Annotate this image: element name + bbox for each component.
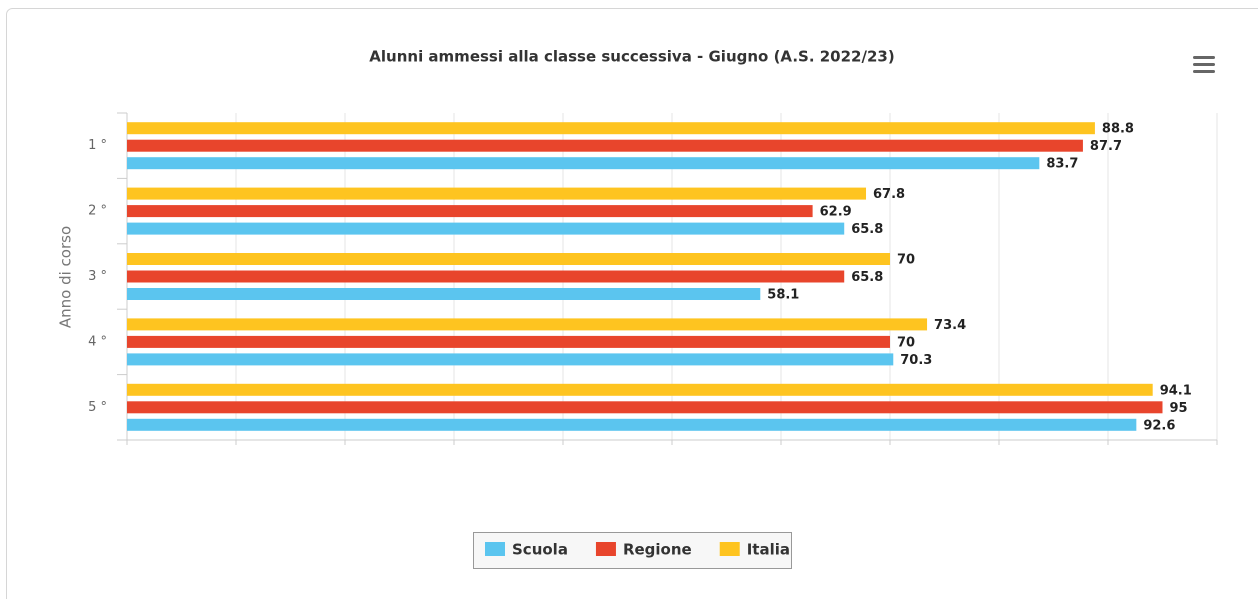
bar: [127, 318, 928, 331]
y-tick-label: 3 °: [88, 269, 107, 284]
legend-swatch[interactable]: [485, 542, 505, 556]
y-tick-label: 5 °: [88, 400, 107, 415]
legend-swatch[interactable]: [719, 542, 740, 556]
bar: [127, 139, 1083, 152]
data-label: 94.1: [1160, 383, 1192, 398]
bar: [127, 157, 1040, 170]
bar: [127, 418, 1137, 431]
data-label: 92.6: [1143, 418, 1175, 433]
data-label: 65.8: [851, 222, 883, 237]
bar: [127, 288, 761, 300]
bar: [127, 253, 890, 265]
bar: [127, 270, 845, 283]
bar: [127, 222, 845, 235]
chart-frame: [6, 8, 1258, 599]
bar: [127, 335, 890, 348]
y-axis-title: Anno di corso: [57, 226, 75, 328]
data-label: 95: [1170, 401, 1188, 416]
data-label: 58.1: [767, 288, 799, 303]
data-label: 67.8: [873, 187, 905, 202]
bar: [127, 401, 1163, 414]
legend-label[interactable]: Italia: [747, 541, 790, 559]
bar: [127, 383, 1153, 396]
chart-title: Alunni ammessi alla classe successiva - …: [369, 48, 894, 66]
bar: [127, 353, 894, 366]
data-label: 73.4: [934, 318, 966, 333]
data-label: 88.8: [1102, 122, 1134, 137]
legend-label[interactable]: Scuola: [512, 541, 568, 559]
data-label: 70.3: [900, 353, 932, 368]
data-label: 87.7: [1090, 139, 1122, 154]
legend-label[interactable]: Regione: [623, 541, 692, 559]
bar: [127, 122, 1095, 135]
y-tick-label: 1 °: [88, 138, 107, 153]
bar: [127, 187, 867, 200]
menu-button[interactable]: [1193, 56, 1215, 73]
data-label: 70: [897, 253, 915, 268]
data-label: 62.9: [820, 205, 852, 220]
legend-swatch[interactable]: [595, 542, 616, 556]
data-label: 70: [897, 335, 915, 350]
bar: [127, 205, 813, 218]
y-tick-label: 2 °: [88, 204, 107, 219]
y-tick-label: 4 °: [88, 334, 107, 349]
data-label: 83.7: [1046, 157, 1078, 172]
data-label: 65.8: [851, 270, 883, 285]
